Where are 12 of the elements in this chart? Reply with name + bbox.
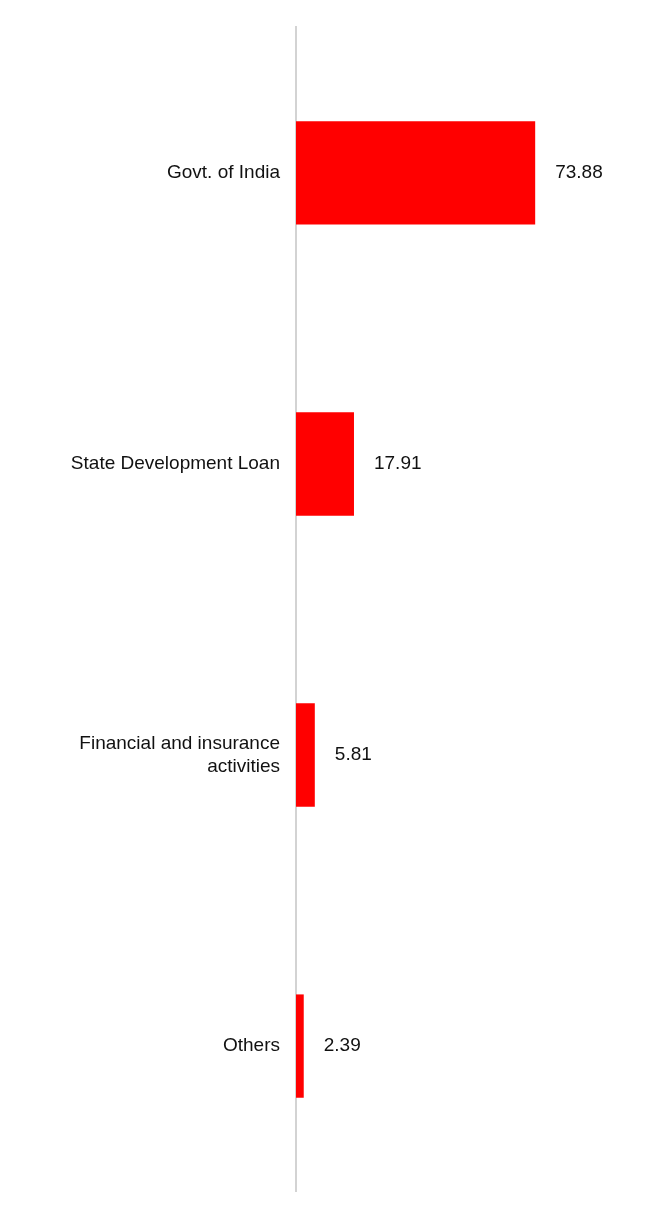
data-label: 5.81	[334, 743, 372, 765]
bar	[296, 703, 315, 807]
bar	[296, 412, 354, 516]
y-tick-label: State Development Loan	[70, 452, 280, 474]
data-label: 73.88	[555, 161, 603, 183]
y-tick-label: Financial and insurance activities	[79, 731, 280, 776]
y-tick-label: Govt. of India	[166, 161, 281, 183]
bar	[296, 994, 304, 1098]
y-tick-label: Others	[222, 1034, 280, 1056]
data-label: 2.39	[323, 1034, 361, 1056]
data-label: 17.91	[373, 452, 422, 474]
bar	[296, 121, 536, 225]
